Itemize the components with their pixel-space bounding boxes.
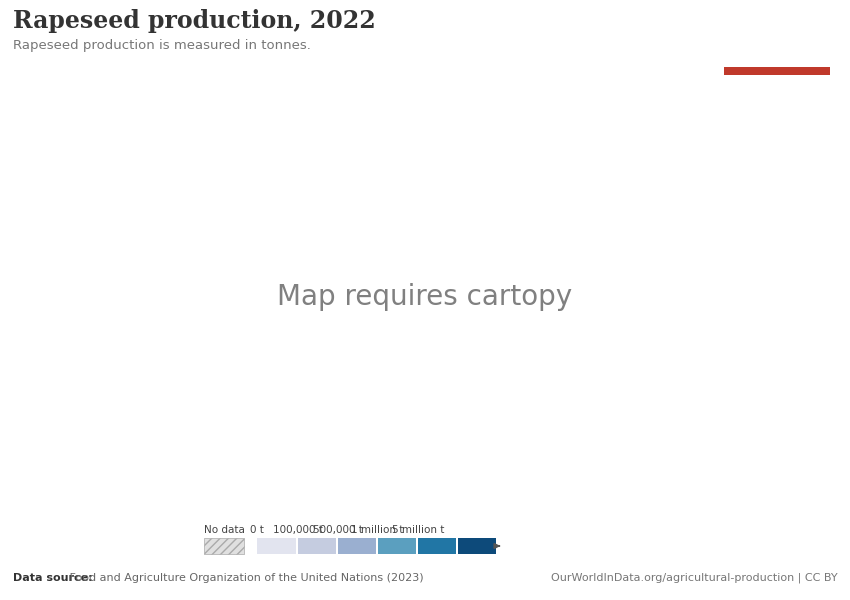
Text: No data: No data (204, 525, 245, 535)
Text: OurWorldInData.org/agricultural-production | CC BY: OurWorldInData.org/agricultural-producti… (551, 572, 837, 583)
Bar (258, 538, 296, 554)
Text: Data source:: Data source: (13, 573, 93, 583)
Text: Food and Agriculture Organization of the United Nations (2023): Food and Agriculture Organization of the… (65, 573, 423, 583)
Bar (458, 538, 496, 554)
Text: Our World: Our World (747, 31, 807, 41)
Bar (724, 67, 830, 75)
Text: 0 t: 0 t (251, 525, 264, 535)
Bar (298, 538, 336, 554)
Bar (337, 538, 376, 554)
Bar (204, 538, 244, 554)
Text: 100,000 t: 100,000 t (273, 525, 322, 535)
Text: 1 million t: 1 million t (351, 525, 404, 535)
Text: Rapeseed production, 2022: Rapeseed production, 2022 (13, 9, 376, 33)
Text: 500,000 t: 500,000 t (313, 525, 362, 535)
Text: Map requires cartopy: Map requires cartopy (277, 283, 573, 311)
Bar (417, 538, 456, 554)
Text: in Data: in Data (756, 49, 798, 58)
Text: Rapeseed production is measured in tonnes.: Rapeseed production is measured in tonne… (13, 39, 310, 52)
Text: 5 million t: 5 million t (392, 525, 444, 535)
Bar (377, 538, 416, 554)
